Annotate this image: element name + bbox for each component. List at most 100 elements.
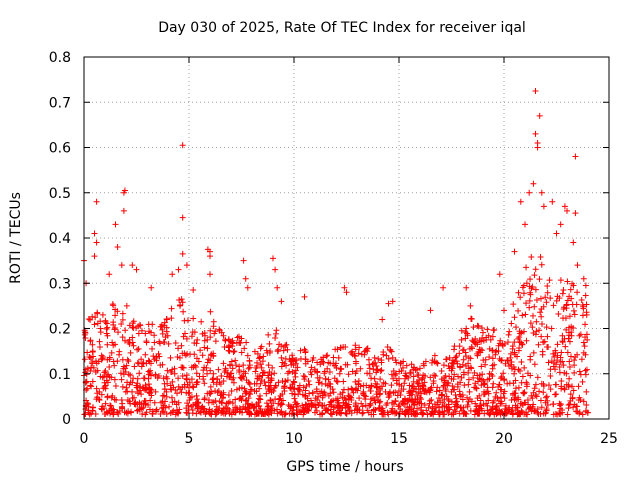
data-point bbox=[576, 332, 583, 339]
data-point bbox=[282, 410, 289, 417]
data-point bbox=[346, 393, 353, 400]
data-point bbox=[348, 396, 355, 403]
data-point bbox=[480, 329, 486, 336]
data-point bbox=[484, 407, 491, 414]
data-point bbox=[168, 315, 175, 322]
data-point bbox=[504, 380, 511, 387]
data-point bbox=[400, 386, 407, 393]
data-point bbox=[151, 332, 158, 339]
data-point bbox=[377, 398, 384, 405]
data-point bbox=[85, 409, 92, 416]
data-point bbox=[203, 364, 210, 371]
data-point bbox=[478, 363, 485, 370]
data-point bbox=[281, 360, 288, 367]
data-point bbox=[98, 352, 105, 359]
data-point bbox=[359, 403, 366, 410]
data-point bbox=[143, 409, 150, 416]
data-point bbox=[557, 405, 564, 412]
data-point bbox=[320, 354, 327, 361]
axis-ticks bbox=[83, 56, 610, 420]
data-point bbox=[185, 406, 192, 413]
data-point bbox=[175, 409, 182, 416]
data-point bbox=[131, 363, 138, 370]
data-point bbox=[126, 381, 133, 388]
data-point bbox=[175, 266, 182, 273]
data-point bbox=[237, 374, 244, 381]
data-point bbox=[293, 400, 300, 407]
data-point bbox=[507, 354, 514, 361]
data-point bbox=[266, 368, 273, 375]
data-point bbox=[558, 385, 565, 392]
data-point bbox=[198, 318, 205, 325]
data-point bbox=[493, 347, 500, 354]
data-point bbox=[275, 400, 282, 407]
data-point bbox=[468, 315, 475, 322]
data-point bbox=[502, 360, 509, 367]
data-point bbox=[427, 307, 434, 314]
data-point bbox=[474, 395, 481, 402]
data-point bbox=[205, 356, 212, 363]
data-point bbox=[572, 354, 579, 361]
data-point bbox=[84, 400, 91, 407]
data-point bbox=[496, 381, 503, 388]
data-point bbox=[93, 360, 100, 367]
data-point bbox=[489, 333, 496, 340]
data-point bbox=[212, 387, 219, 394]
data-point bbox=[239, 393, 246, 400]
data-point bbox=[167, 410, 174, 417]
data-point bbox=[540, 389, 547, 396]
data-point bbox=[538, 189, 545, 196]
data-point bbox=[401, 380, 408, 387]
data-point bbox=[408, 361, 415, 368]
data-point bbox=[155, 373, 162, 380]
data-point bbox=[149, 408, 156, 415]
data-point bbox=[545, 359, 552, 366]
data-point bbox=[504, 339, 511, 346]
data-point bbox=[281, 383, 288, 390]
data-point bbox=[558, 349, 565, 356]
data-point bbox=[86, 354, 93, 361]
data-point bbox=[302, 392, 309, 399]
data-point bbox=[113, 396, 120, 403]
data-point bbox=[123, 384, 130, 391]
data-point bbox=[158, 321, 165, 328]
data-point bbox=[262, 382, 269, 389]
data-point bbox=[439, 399, 446, 406]
data-point bbox=[412, 396, 419, 403]
data-point bbox=[343, 289, 350, 296]
data-point bbox=[520, 390, 527, 397]
data-point bbox=[492, 393, 499, 400]
data-point bbox=[166, 403, 173, 410]
data-point bbox=[246, 411, 253, 418]
data-point bbox=[213, 406, 220, 413]
data-point bbox=[442, 373, 449, 380]
data-point bbox=[229, 343, 236, 350]
y-tick-label: 0.2 bbox=[49, 322, 71, 338]
data-point bbox=[552, 411, 559, 418]
data-point bbox=[488, 406, 495, 413]
data-point bbox=[204, 359, 211, 366]
data-point bbox=[142, 400, 149, 407]
data-point bbox=[537, 254, 544, 261]
data-point bbox=[357, 365, 364, 372]
data-point bbox=[445, 397, 452, 404]
data-point bbox=[196, 373, 203, 380]
data-point bbox=[85, 315, 92, 322]
data-point bbox=[439, 391, 446, 398]
data-point bbox=[553, 381, 560, 388]
data-point bbox=[547, 386, 554, 393]
data-point bbox=[414, 366, 421, 373]
data-point bbox=[430, 411, 437, 418]
data-point bbox=[325, 376, 332, 383]
data-point bbox=[560, 306, 567, 313]
data-point bbox=[204, 336, 211, 343]
data-point bbox=[195, 358, 202, 365]
data-point bbox=[512, 402, 519, 409]
data-point bbox=[489, 373, 496, 380]
data-point bbox=[294, 364, 301, 371]
data-point bbox=[151, 339, 158, 346]
data-point bbox=[330, 389, 337, 396]
data-point bbox=[527, 291, 534, 298]
data-point bbox=[201, 344, 208, 351]
data-point bbox=[360, 409, 367, 416]
